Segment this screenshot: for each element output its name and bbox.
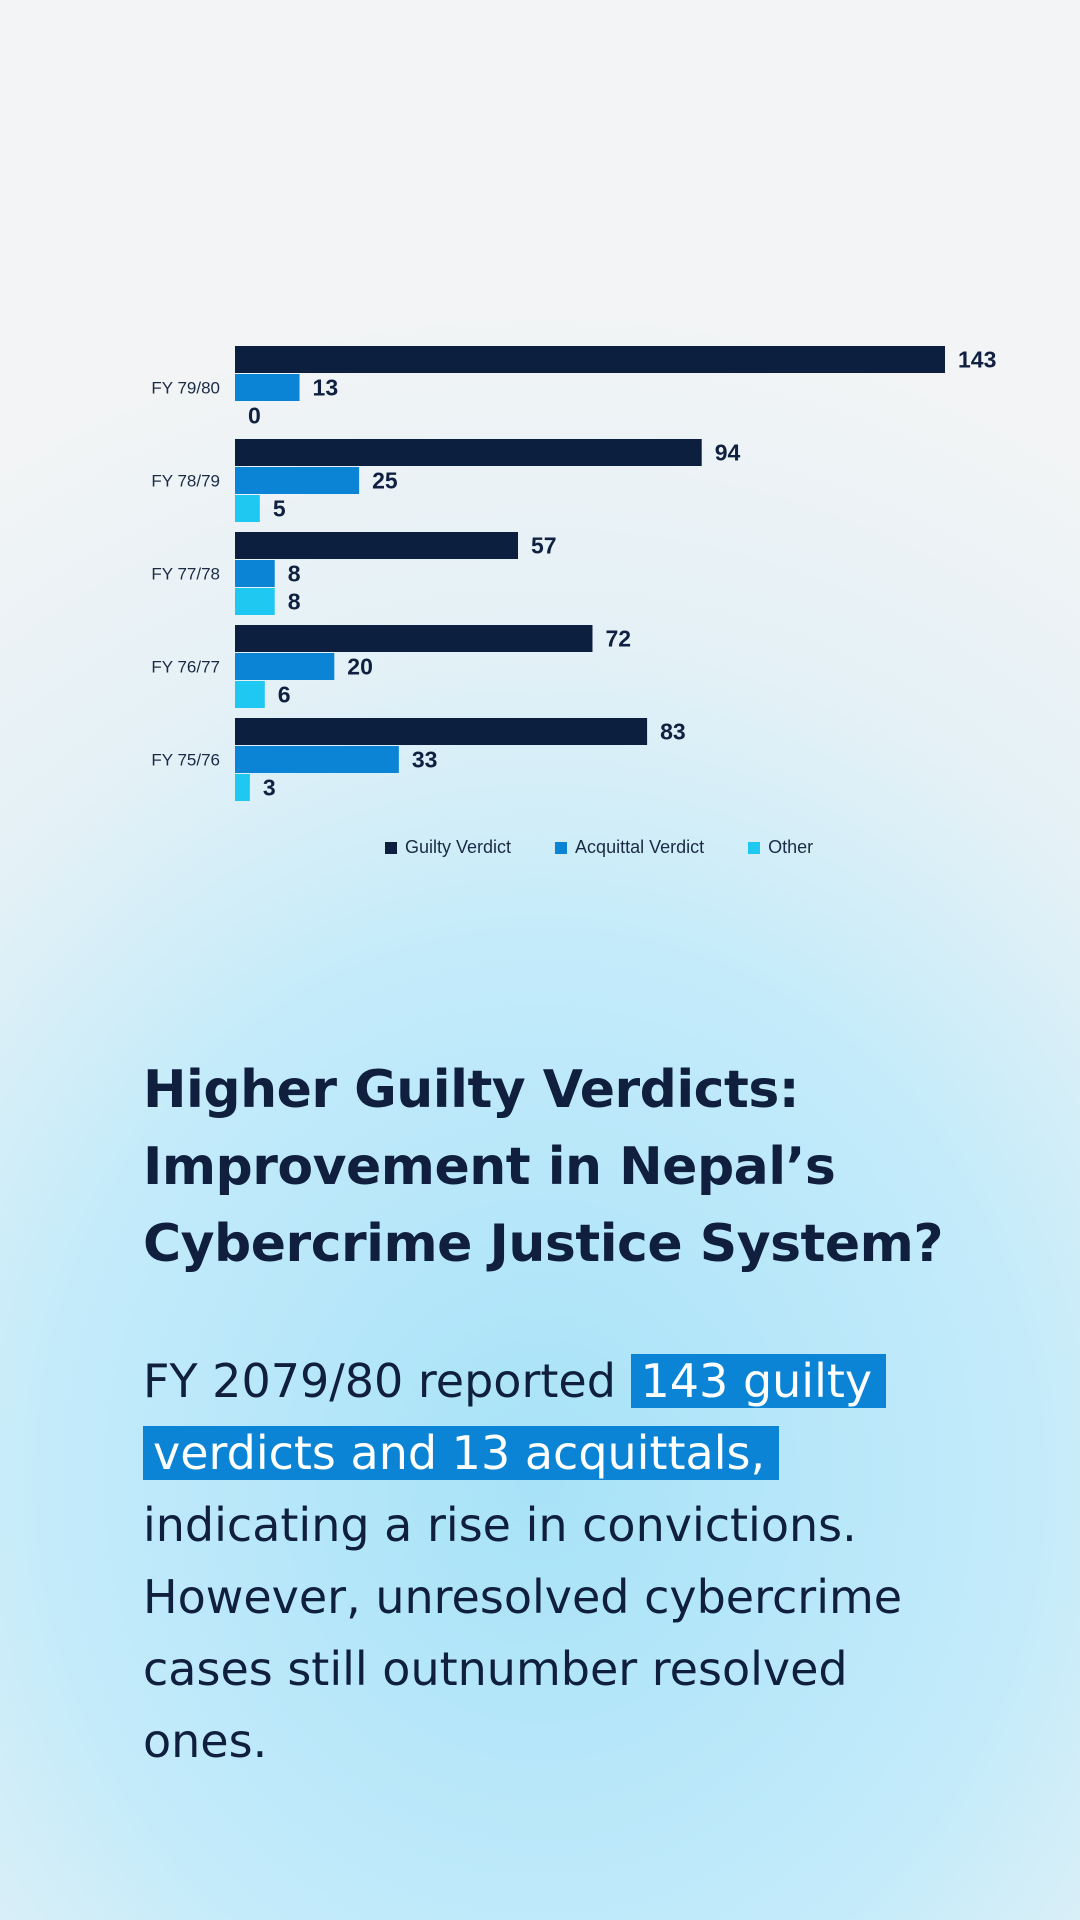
data-label: 33 [412,747,438,773]
body-line-3: indicating a rise in convictions. [143,1498,857,1552]
data-label: 72 [605,626,631,652]
legend-label-other: Other [768,837,814,857]
bar-other [235,588,275,615]
headline-line-1: Higher Guilty Verdicts: [143,1060,800,1120]
chart: FY 79/80 143 13 0 FY 78/79 94 25 5 FY 77/78 57 8 8 F… [0,0,1080,900]
legend-label-guilty: Guilty Verdict [405,837,512,857]
body-line-6: ones. [143,1714,268,1768]
bar-acquittal-verdict [235,653,335,680]
bar-guilty-verdict [235,439,702,466]
category-label: FY 78/79 [151,472,220,491]
data-label: 3 [263,775,276,801]
category-label: FY 76/77 [151,658,220,677]
legend: Guilty Verdict Acquittal Verdict Other [385,837,813,858]
legend-item-guilty: Guilty Verdict [385,837,511,858]
data-label: 6 [278,682,291,708]
body-line-1-plain: FY 2079/80 reported [143,1354,631,1408]
data-label: 8 [288,561,301,587]
bar-guilty-verdict [235,718,648,745]
legend-swatch-other [748,841,761,854]
data-label: 8 [288,589,301,615]
data-label: 13 [313,375,339,401]
legend-item-acquittal: Acquittal Verdict [555,837,704,858]
bar-acquittal-verdict [235,374,300,401]
data-label: 57 [531,533,557,559]
data-label: 20 [347,654,373,680]
category-label: FY 79/80 [151,379,220,398]
bar-chart: FY 79/80 143 13 0 FY 78/79 94 25 5 FY 77/78 57 88 F… [151,346,996,801]
data-label: 25 [372,468,398,494]
bar-other [235,495,260,522]
bar-other [235,774,250,801]
bar-guilty-verdict [235,625,593,652]
body-line-4: However, unresolved cybercrime [143,1570,903,1624]
data-label: 143 [958,347,996,373]
category-label: FY 75/76 [151,751,220,770]
headline-line-3: Cybercrime Justice System? [143,1214,944,1274]
body-line-2: verdicts and 13 acquittals, [143,1417,1023,1489]
legend-swatch-guilty [385,841,397,854]
data-label: 83 [660,719,686,745]
data-label: 0 [248,403,261,429]
body-line-1: FY 2079/80 reported 143 guilty [143,1345,1023,1417]
legend-swatch-acquittal [555,841,568,854]
legend-label-acquittal: Acquittal Verdict [575,837,705,857]
bar-acquittal-verdict [235,467,360,494]
legend-item-other: Other [748,837,813,858]
body-highlight-1: 143 guilty [630,1354,887,1408]
body-line-5: cases still outnumber resolved [143,1642,848,1696]
bar-acquittal-verdict [235,746,399,773]
data-label: 5 [273,496,286,522]
bar-other [235,681,265,708]
bar-guilty-verdict [235,346,945,373]
body-highlight-2: verdicts and 13 acquittals, [143,1426,780,1480]
headline: Higher Guilty Verdicts: Improvement in N… [143,1052,1003,1283]
bar-acquittal-verdict [235,560,275,587]
headline-line-2: Improvement in Nepal’s [143,1137,836,1197]
bar-guilty-verdict [235,532,519,559]
body-text: FY 2079/80 reported 143 guilty verdicts … [143,1345,1023,1777]
category-label: FY 77/78 [151,565,220,584]
data-label: 94 [715,440,741,466]
